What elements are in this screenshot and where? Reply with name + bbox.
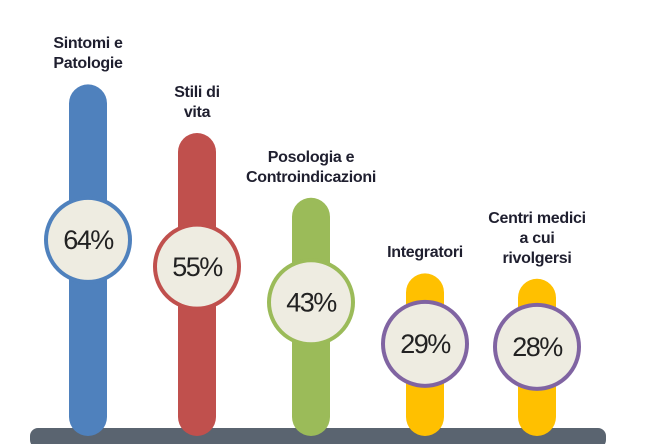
value-circle <box>493 302 581 391</box>
category-label: Integratori <box>387 244 463 262</box>
value-circle <box>153 222 241 311</box>
value-label: 28% <box>512 332 563 362</box>
base <box>30 428 606 444</box>
value-circle <box>44 195 132 284</box>
value-label: 55% <box>172 252 223 282</box>
category-label: Centri medici a cui rivolgersi <box>488 209 586 267</box>
category-label: Stili di vita <box>174 84 220 121</box>
category-label: Sintomi e Patologie <box>53 35 123 73</box>
value-label: 29% <box>400 329 451 359</box>
category-label: Posologia e Controindicazioni <box>245 148 376 186</box>
value-label: 64% <box>63 225 114 255</box>
value-circle <box>267 258 355 347</box>
value-circle <box>381 299 469 388</box>
value-label: 43% <box>286 287 337 317</box>
